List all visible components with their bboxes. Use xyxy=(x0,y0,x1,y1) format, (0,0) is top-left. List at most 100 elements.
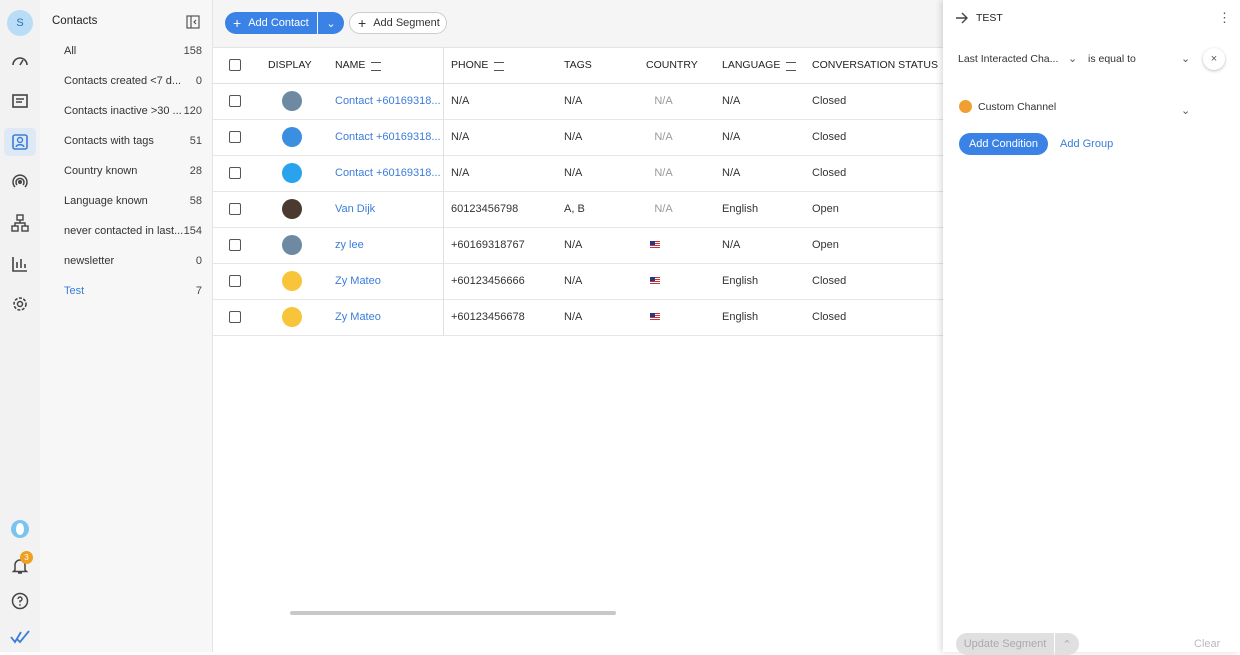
horizontal-scrollbar[interactable] xyxy=(290,611,616,615)
name-cell[interactable]: Contact +60169318... xyxy=(335,131,441,143)
segment-count: 51 xyxy=(189,135,202,147)
contact-avatar xyxy=(282,91,302,111)
remove-condition[interactable]: × xyxy=(1203,48,1225,70)
segment-item[interactable]: Test 7 xyxy=(64,276,202,306)
row-checkbox[interactable] xyxy=(229,311,241,323)
tags-cell: N/A xyxy=(564,311,583,323)
name-cell[interactable]: Van Dijk xyxy=(335,203,376,215)
contact-avatar xyxy=(282,271,302,291)
condition-field[interactable]: Last Interacted Cha... xyxy=(958,53,1059,65)
table-row: Contact +60169318... N/A N/A N/A N/A Closed xyxy=(213,83,943,120)
update-segment-button[interactable]: Update Segment xyxy=(956,633,1054,655)
contact-avatar xyxy=(282,199,302,219)
country-cell: N/A xyxy=(654,203,673,215)
segment-label: newsletter xyxy=(64,255,115,267)
name-cell[interactable]: Zy Mateo xyxy=(335,311,381,323)
segment-item[interactable]: Country known 28 xyxy=(64,156,202,186)
close-panel-arrow[interactable] xyxy=(955,11,969,25)
tags-cell: N/A xyxy=(564,167,583,179)
clear-button[interactable]: Clear xyxy=(1194,638,1221,650)
row-checkbox[interactable] xyxy=(229,167,241,179)
segment-name[interactable]: TEST xyxy=(976,12,1003,24)
contact-avatar xyxy=(282,235,302,255)
status-cell: Open xyxy=(812,239,839,251)
user-avatar[interactable]: S xyxy=(7,10,33,36)
name-cell[interactable]: zy lee xyxy=(335,239,364,251)
column-header: COUNTRY xyxy=(646,59,698,71)
help-icon[interactable] xyxy=(10,591,30,611)
tags-cell: N/A xyxy=(564,275,583,287)
phone-cell: 60123456798 xyxy=(451,203,519,215)
segment-item[interactable]: Contacts with tags 51 xyxy=(64,126,202,156)
segment-item[interactable]: never contacted in last... 154 xyxy=(64,216,202,246)
language-cell: N/A xyxy=(722,239,741,251)
segment-count: 0 xyxy=(195,255,202,267)
column-header: CONVERSATION STATUS xyxy=(812,59,939,71)
row-checkbox[interactable] xyxy=(229,203,241,215)
messages-icon[interactable] xyxy=(10,91,30,111)
reports-icon[interactable] xyxy=(10,254,30,274)
add-group-link[interactable]: Add Group xyxy=(1060,138,1114,150)
name-cell[interactable]: Contact +60169318... xyxy=(335,167,441,179)
segment-count: 28 xyxy=(189,165,202,177)
segment-label: Language known xyxy=(64,195,148,207)
select-all-checkbox[interactable] xyxy=(229,59,241,71)
phone-cell: +60123456678 xyxy=(451,311,525,323)
condition-operator[interactable]: is equal to xyxy=(1088,53,1136,65)
segment-label: Country known xyxy=(64,165,138,177)
dashboard-icon[interactable] xyxy=(10,51,30,71)
phone-cell: N/A xyxy=(451,167,470,179)
contacts-icon[interactable] xyxy=(10,132,30,152)
row-checkbox[interactable] xyxy=(229,131,241,143)
add-contact-menu[interactable]: ⌄ xyxy=(318,12,344,34)
row-checkbox[interactable] xyxy=(229,275,241,287)
field-dropdown[interactable]: ⌄ xyxy=(1068,53,1078,65)
collapse-button[interactable] xyxy=(186,15,200,29)
assistant-icon[interactable] xyxy=(10,519,30,539)
status-cell: Closed xyxy=(812,131,847,143)
add-contact-button[interactable]: + Add Contact xyxy=(225,12,317,34)
segment-item[interactable]: newsletter 0 xyxy=(64,246,202,276)
segment-item[interactable]: Contacts created <7 d... 0 xyxy=(64,66,202,96)
plus-icon: + xyxy=(233,15,242,31)
column-header: LANGUAGE xyxy=(722,59,781,71)
row-checkbox[interactable] xyxy=(229,95,241,107)
language-cell: English xyxy=(722,203,759,215)
update-menu[interactable]: ⌃ xyxy=(1055,633,1079,655)
condition-value[interactable]: Custom Channel xyxy=(978,101,1057,113)
operator-dropdown[interactable]: ⌄ xyxy=(1181,53,1191,65)
segment-item[interactable]: Contacts inactive >30 ... 120 xyxy=(64,96,202,126)
flag-canton xyxy=(650,241,655,245)
broadcast-icon[interactable] xyxy=(10,172,30,192)
sort-icon[interactable] xyxy=(371,62,381,71)
language-cell: N/A xyxy=(722,95,741,107)
language-cell: N/A xyxy=(722,167,741,179)
table-row: Zy Mateo +60123456666 N/A English Closed xyxy=(213,263,943,300)
name-cell[interactable]: Zy Mateo xyxy=(335,275,381,287)
column-header: PHONE xyxy=(451,59,489,71)
more-menu[interactable]: ⋮ xyxy=(1218,10,1231,25)
segment-count: 7 xyxy=(195,285,202,297)
status-cell: Closed xyxy=(812,311,847,323)
country-cell: N/A xyxy=(654,95,673,107)
segment-label: never contacted in last... xyxy=(64,225,184,237)
name-cell[interactable]: Contact +60169318... xyxy=(335,95,441,107)
flag-canton xyxy=(650,277,655,281)
sort-icon[interactable] xyxy=(494,62,504,71)
segment-item[interactable]: All 158 xyxy=(64,36,202,66)
country-flag xyxy=(650,241,660,248)
add-segment-button[interactable]: + Add Segment xyxy=(349,12,447,34)
status-cell: Closed xyxy=(812,275,847,287)
settings-icon[interactable] xyxy=(10,294,30,314)
segment-item[interactable]: Language known 58 xyxy=(64,186,202,216)
value-dropdown[interactable]: ⌄ xyxy=(1181,105,1191,117)
workflow-icon[interactable] xyxy=(10,213,30,233)
add-condition-button[interactable]: Add Condition xyxy=(959,133,1048,155)
row-checkbox[interactable] xyxy=(229,239,241,251)
segment-label: Contacts with tags xyxy=(64,135,154,147)
sort-icon[interactable] xyxy=(786,62,796,71)
phone-cell: N/A xyxy=(451,131,470,143)
notification-badge: 3 xyxy=(20,551,33,564)
table-row: Van Dijk 60123456798 A, B N/A English Open xyxy=(213,191,943,228)
